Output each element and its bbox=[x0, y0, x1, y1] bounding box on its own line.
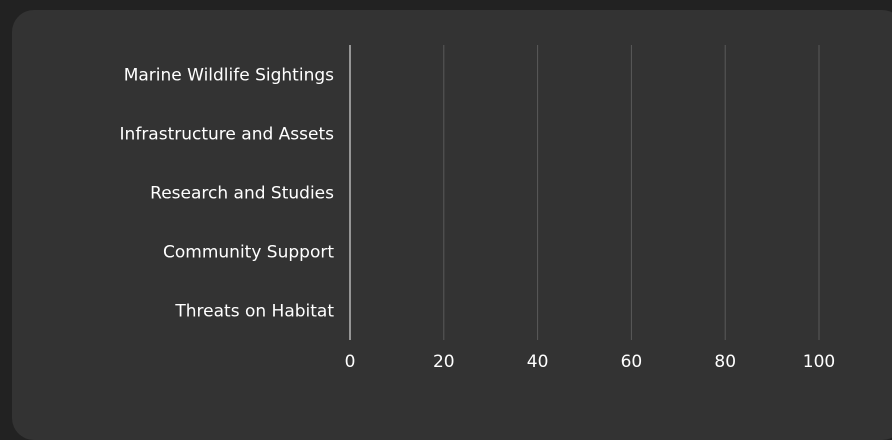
chart-card bbox=[12, 10, 892, 440]
x-tick-label: 60 bbox=[621, 352, 643, 372]
category-label: Community Support bbox=[163, 243, 334, 263]
category-labels: Marine Wildlife Sightings Infrastructure … bbox=[120, 66, 335, 322]
x-tick-label: 0 bbox=[345, 352, 356, 372]
x-tick-labels: 0 20 40 60 80 100 bbox=[345, 352, 836, 372]
x-tick-label: 100 bbox=[803, 352, 835, 372]
category-label: Research and Studies bbox=[150, 184, 334, 204]
x-tick-label: 80 bbox=[714, 352, 736, 372]
x-tick-label: 20 bbox=[433, 352, 455, 372]
gridlines bbox=[349, 45, 820, 340]
category-label: Threats on Habitat bbox=[174, 302, 334, 322]
x-tick-label: 40 bbox=[527, 352, 549, 372]
category-label: Infrastructure and Assets bbox=[120, 125, 335, 145]
bar-chart: Marine Wildlife Sightings Infrastructure … bbox=[120, 45, 836, 372]
category-label: Marine Wildlife Sightings bbox=[124, 66, 334, 86]
